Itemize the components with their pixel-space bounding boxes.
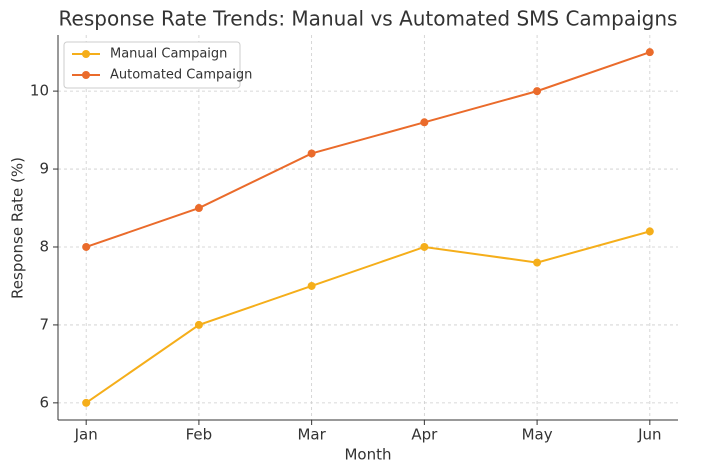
y-tick-label: 7 xyxy=(39,315,49,333)
series-line xyxy=(85,230,651,404)
x-tick-label: Mar xyxy=(297,426,326,444)
legend-marker xyxy=(82,71,90,79)
point xyxy=(194,204,203,213)
point xyxy=(82,242,91,251)
x-tick-label: Feb xyxy=(186,426,213,444)
legend-label: Automated Campaign xyxy=(110,68,252,83)
y-tick-label: 8 xyxy=(39,237,49,255)
x-tick-label: Jun xyxy=(637,426,661,444)
y-tick-label: 9 xyxy=(39,160,49,178)
point xyxy=(420,118,429,127)
y-tick-label: 10 xyxy=(30,82,49,100)
point xyxy=(194,320,203,329)
chart-title: Response Rate Trends: Manual vs Automate… xyxy=(59,7,678,31)
point xyxy=(533,258,542,267)
legend-marker xyxy=(82,50,90,58)
x-tick-label: Apr xyxy=(411,426,438,444)
x-tick-label: Jan xyxy=(74,426,98,444)
y-axis-label: Response Rate (%) xyxy=(9,157,27,299)
legend-label: Manual Campaign xyxy=(110,47,227,62)
series-line xyxy=(85,51,651,248)
point xyxy=(82,398,91,407)
x-tick-label: May xyxy=(522,426,553,444)
point xyxy=(307,149,316,158)
x-axis-label: Month xyxy=(344,446,391,464)
point xyxy=(645,227,654,236)
point xyxy=(307,281,316,290)
point xyxy=(533,87,542,96)
legend-box xyxy=(63,41,241,89)
point xyxy=(645,48,654,57)
y-tick-label: 6 xyxy=(39,393,49,411)
point xyxy=(420,242,429,251)
